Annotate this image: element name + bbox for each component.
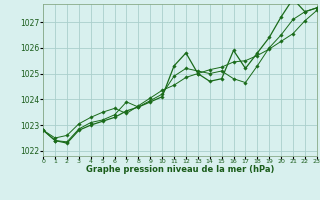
X-axis label: Graphe pression niveau de la mer (hPa): Graphe pression niveau de la mer (hPa) [86, 165, 274, 174]
